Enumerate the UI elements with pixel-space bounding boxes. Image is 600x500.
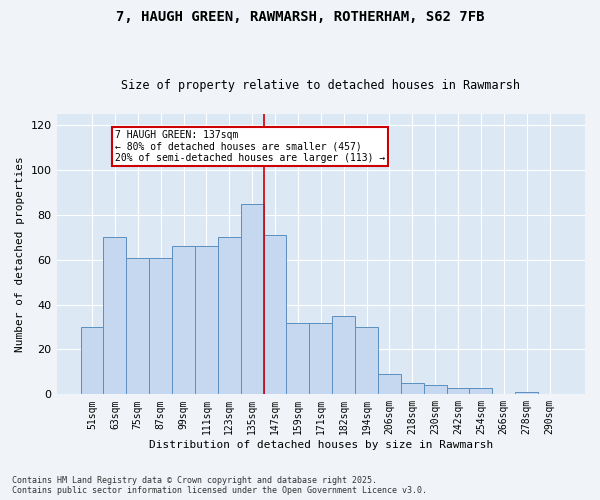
Bar (469, 388, 493, 394)
Y-axis label: Number of detached properties: Number of detached properties (15, 156, 25, 352)
X-axis label: Distribution of detached houses by size in Rawmarsh: Distribution of detached houses by size … (149, 440, 493, 450)
Bar (332, 316, 355, 394)
Text: 7, HAUGH GREEN, RAWMARSH, ROTHERHAM, S62 7FB: 7, HAUGH GREEN, RAWMARSH, ROTHERHAM, S62… (116, 10, 484, 24)
Bar (195, 246, 218, 394)
Text: Contains HM Land Registry data © Crown copyright and database right 2025.
Contai: Contains HM Land Registry data © Crown c… (12, 476, 427, 495)
Bar (515, 392, 538, 394)
Bar (424, 386, 446, 394)
Bar (446, 388, 469, 394)
Bar (378, 374, 401, 394)
Title: Size of property relative to detached houses in Rawmarsh: Size of property relative to detached ho… (121, 79, 520, 92)
Bar (149, 258, 172, 394)
Bar (263, 235, 286, 394)
Bar (310, 322, 332, 394)
Text: 7 HAUGH GREEN: 137sqm
← 80% of detached houses are smaller (457)
20% of semi-det: 7 HAUGH GREEN: 137sqm ← 80% of detached … (115, 130, 385, 163)
Bar (103, 238, 127, 394)
Bar (218, 238, 241, 394)
Bar (80, 327, 103, 394)
Bar (241, 204, 263, 394)
Bar (127, 258, 149, 394)
Bar (172, 246, 195, 394)
Bar (355, 327, 378, 394)
Bar (401, 383, 424, 394)
Bar (286, 322, 310, 394)
